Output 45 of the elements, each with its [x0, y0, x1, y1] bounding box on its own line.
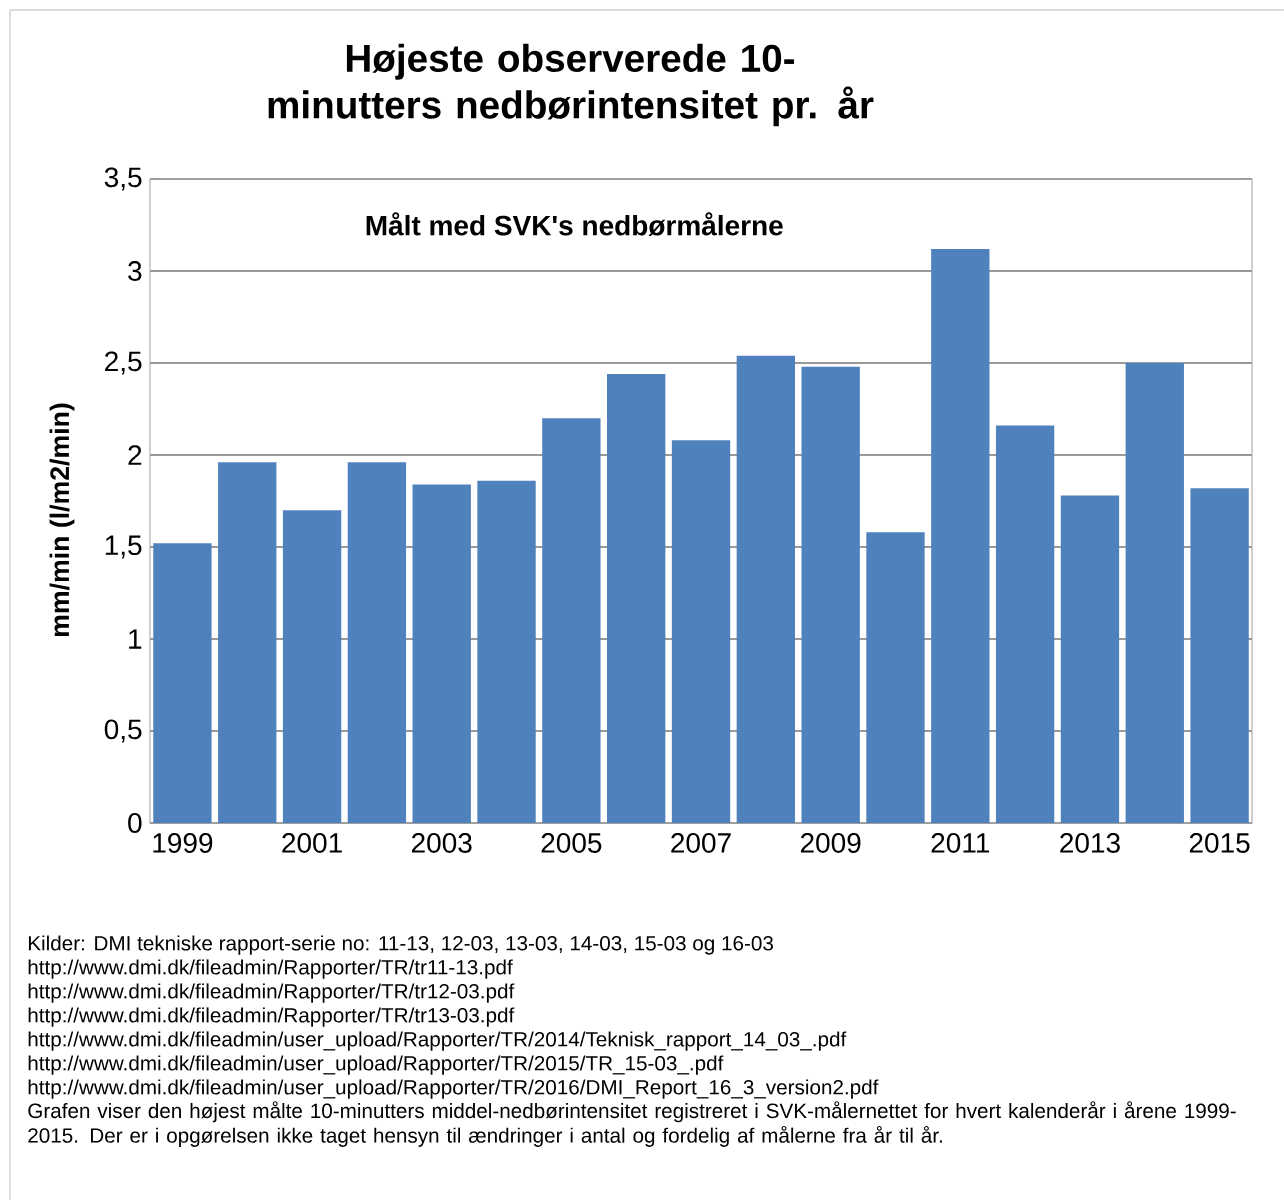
- bar: [607, 374, 666, 824]
- bar: [801, 366, 860, 824]
- bar: [412, 484, 471, 824]
- x-tick-label: 2013: [1060, 833, 1120, 853]
- text: http://www.dmi.dk/fileadmin/Rapporter/TR/tr13-03.pdf: [28, 1007, 515, 1027]
- bar: [1190, 488, 1249, 824]
- bar: [347, 462, 407, 824]
- text: http://www.dmi.dk/fileadmin/user_upload/Rapporter/TR/2016/DMI_Report_16_3_version2.pdf: [28, 1079, 879, 1099]
- y-tick-label: 1,5: [105, 535, 142, 559]
- bar: [282, 510, 342, 824]
- chart-title: Højeste observerede 10-minutters nedbørintensitet pr. år: [268, 43, 874, 127]
- y-tick-label: 0,5: [104, 719, 142, 743]
- x-tick-label: 2007: [671, 833, 731, 853]
- bar: [866, 532, 925, 824]
- bar: [218, 462, 277, 824]
- text: http://www.dmi.dk/fileadmin/Rapporter/TR/tr12-03.pdf: [28, 983, 515, 1003]
- y-axis-title: mm/min (l/m2/min): [49, 403, 75, 637]
- x-tick-label: 2001: [282, 833, 342, 853]
- y-tick-label: 2: [128, 445, 142, 465]
- y-tick-label: 1: [129, 629, 142, 649]
- text: http://www.dmi.dk/fileadmin/Rapporter/TR/tr11-13.pdf: [28, 959, 513, 979]
- bar: [1060, 495, 1120, 824]
- y-tick-label: 3: [128, 261, 142, 281]
- bar: [736, 355, 795, 824]
- bar: [477, 480, 536, 824]
- x-tick-label: 2003: [411, 833, 472, 853]
- text: Kilder: DMI tekniske rapport-serie no: 11-13, 12-03, 13-03, 14-03, 15-03 og 16-03: [28, 935, 773, 955]
- x-tick-label: 2005: [541, 833, 602, 853]
- y-tick-label: 3,5: [104, 167, 142, 191]
- bar: [931, 248, 990, 824]
- bar: [671, 440, 731, 824]
- y-tick-label: 0: [128, 813, 142, 833]
- text: http://www.dmi.dk/fileadmin/user_upload/Rapporter/TR/2015/TR_15-03_.pdf: [28, 1055, 724, 1075]
- y-tick-label: 2,5: [105, 351, 142, 375]
- x-tick-label: 2015: [1189, 833, 1250, 853]
- text: http://www.dmi.dk/fileadmin/user_upload/Rapporter/TR/2014/Teknisk_rapport_14_03_.pdf: [28, 1031, 847, 1051]
- annotation: Målt med SVK's nedbørmålerne: [366, 212, 783, 236]
- x-tick-label: 2011: [931, 833, 990, 853]
- bar: [1125, 363, 1184, 824]
- bar: [153, 543, 212, 824]
- bar: [542, 418, 601, 824]
- x-tick-label: 2009: [800, 833, 861, 853]
- bar: [995, 425, 1055, 824]
- x-tick-label: 1999: [153, 833, 213, 853]
- text: Grafen viser den højest målte 10-minutters middel-nedbørintensitet registreret i SVK-målernettet for hvert kalenderår i årene 1999-2015. Der er i opgørelsen ikke taget hensyn til ændringer i antal og fordelig af målerne fra år til år.: [28, 1101, 1236, 1147]
